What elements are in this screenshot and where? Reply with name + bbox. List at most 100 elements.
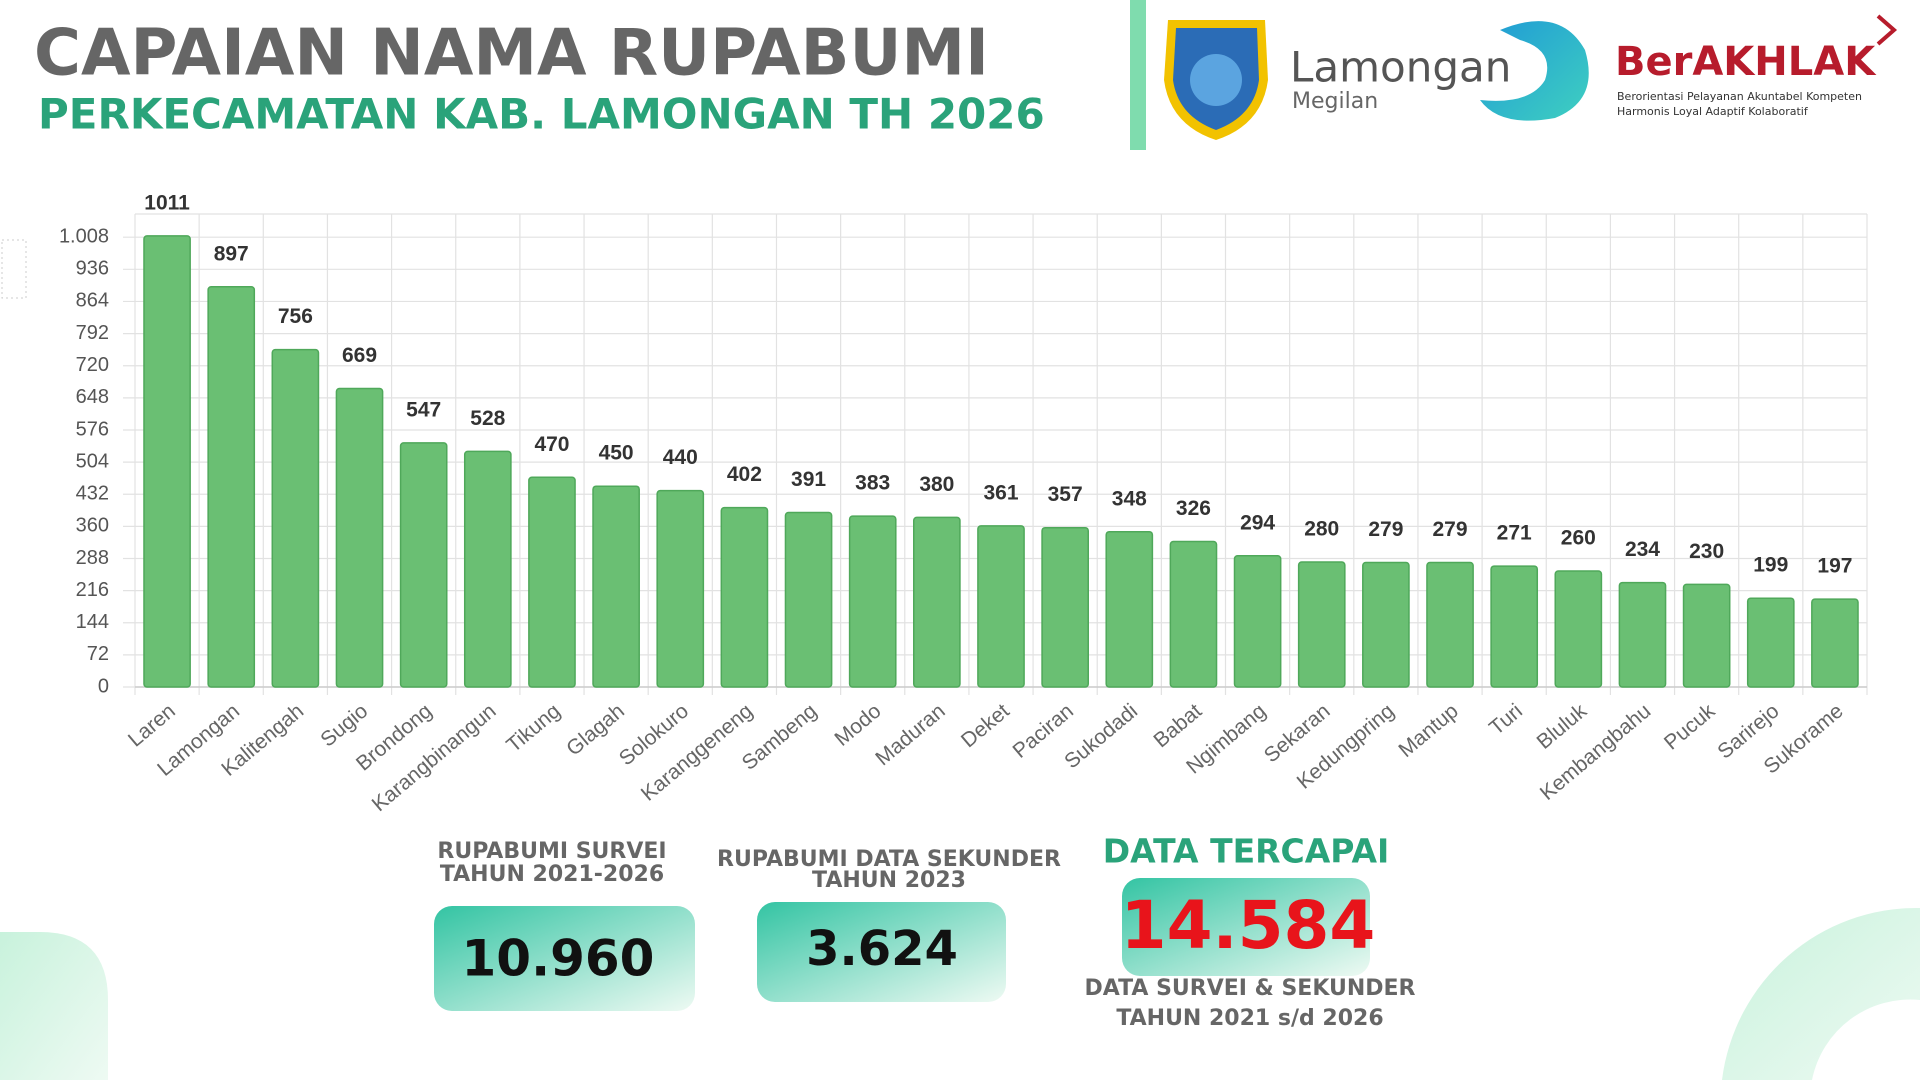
stat-value: 10.960: [462, 930, 655, 988]
x-tick-label: Laren: [124, 699, 180, 751]
x-tick-label: Deket: [957, 699, 1014, 752]
stat-box: [757, 902, 1006, 1002]
y-tick-label: 0: [98, 675, 109, 697]
bar: [848, 515, 897, 688]
y-tick-label: 1.008: [59, 225, 109, 247]
x-tick-label: Bluluk: [1533, 699, 1592, 754]
bar: [1041, 526, 1089, 688]
bar: [528, 476, 576, 688]
x-tick-label: Pucuk: [1660, 699, 1720, 754]
value-label: 391: [791, 468, 826, 491]
stat-label: RUPABUMI DATA SEKUNDER: [717, 847, 1061, 872]
value-label: 348: [1112, 487, 1147, 510]
emblem: [1164, 20, 1268, 140]
bar: [913, 516, 961, 688]
x-tick-label: Maduran: [871, 699, 949, 770]
bar: [207, 285, 256, 688]
bar: [1362, 561, 1410, 688]
bar: [592, 485, 640, 688]
stat-value: 3.624: [806, 921, 958, 977]
stat-box: [1122, 878, 1370, 976]
x-tick-label: Sukodadi: [1060, 699, 1142, 773]
stat-label: TAHUN 2021-2026: [440, 862, 664, 887]
corner-ring: [1722, 907, 1920, 1080]
value-label: 528: [470, 407, 505, 430]
bar: [463, 450, 512, 688]
value-label: 669: [342, 344, 377, 367]
subtitle: PERKECAMATAN KAB. LAMONGAN TH 2026: [38, 90, 1045, 139]
y-tick-label: 216: [76, 579, 109, 601]
y-tick-label: 432: [76, 483, 109, 505]
bar: [1682, 583, 1731, 688]
title: CAPAIAN NAMA RUPABUMI: [34, 17, 989, 91]
brand-sub: Megilan: [1292, 89, 1378, 114]
y-tick-label: 360: [76, 515, 109, 537]
stat-box: [434, 906, 695, 1011]
x-tick-label: Mantup: [1394, 699, 1462, 762]
x-tick-label: Tikung: [502, 699, 564, 757]
value-label: 383: [855, 472, 890, 495]
bar: [656, 489, 705, 688]
divider: [1130, 0, 1146, 150]
x-tick-label: Modo: [830, 699, 885, 750]
value-label: 279: [1433, 518, 1468, 541]
y-tick-label: 864: [76, 290, 109, 312]
stat-label: RUPABUMI SURVEI: [437, 839, 666, 864]
value-label: 280: [1304, 518, 1339, 541]
stat-label: TAHUN 2023: [812, 868, 966, 893]
bar: [271, 348, 320, 688]
stat-label: DATA SURVEI & SEKUNDER: [1085, 976, 1416, 1001]
fish-logo: [1480, 21, 1589, 121]
value-label: 197: [1817, 555, 1852, 578]
bar: [1746, 597, 1795, 688]
value-label: 230: [1689, 540, 1724, 563]
value-label: 402: [727, 463, 762, 486]
x-tick-label: Karanggeneng: [637, 699, 757, 805]
value-label: 357: [1048, 483, 1083, 506]
value-label: 440: [663, 446, 698, 469]
y-tick-label: 648: [76, 386, 109, 408]
bar-chart: 0 72 144 216 288 360 432 504 576 648 720 792 864 936 1…: [59, 191, 1868, 816]
bar: [1233, 555, 1282, 688]
bar: [1105, 530, 1154, 688]
value-label: 260: [1561, 527, 1596, 550]
value-label: 547: [406, 398, 441, 421]
x-tick-label: Turi: [1485, 699, 1527, 739]
value-label: 361: [983, 481, 1018, 504]
bar: [1554, 570, 1603, 688]
stat-heading: DATA TERCAPAI: [1103, 832, 1390, 871]
value-label: 380: [919, 473, 954, 496]
corner-shape: [0, 932, 108, 1080]
stat-value: 14.584: [1121, 887, 1376, 964]
bar: [977, 525, 1025, 688]
bar: [143, 235, 191, 688]
berakhlak: BerAKHLAK: [1615, 39, 1877, 85]
y-tick-label: 936: [76, 258, 109, 280]
y-tick-label: 144: [76, 611, 109, 633]
bar: [335, 387, 384, 688]
bar: [1811, 598, 1859, 688]
value-label: 1011: [144, 191, 190, 214]
bar: [1169, 540, 1218, 688]
x-tick-label: Babat: [1149, 699, 1206, 752]
value-label: 294: [1240, 511, 1275, 534]
value-label: 271: [1497, 522, 1532, 545]
y-tick-label: 720: [76, 354, 109, 376]
bar: [399, 442, 448, 688]
value-label: 756: [278, 305, 313, 328]
bar: [1490, 565, 1539, 688]
y-tick-label: 72: [87, 643, 109, 665]
dots: [1, 239, 27, 299]
y-tick-label: 504: [76, 450, 109, 472]
x-tick-label: Kembangbahu: [1536, 699, 1655, 804]
tagline: Harmonis Loyal Adaptif Kolaboratif: [1617, 105, 1809, 118]
value-label: 897: [214, 242, 249, 265]
brand: Lamongan: [1290, 43, 1511, 92]
stat-label: TAHUN 2021 s/d 2026: [1116, 1006, 1383, 1031]
value-label: 326: [1176, 497, 1211, 520]
y-tick-label: 792: [76, 322, 109, 344]
bar: [784, 511, 833, 688]
value-label: 234: [1625, 538, 1660, 561]
value-label: 470: [534, 433, 569, 456]
